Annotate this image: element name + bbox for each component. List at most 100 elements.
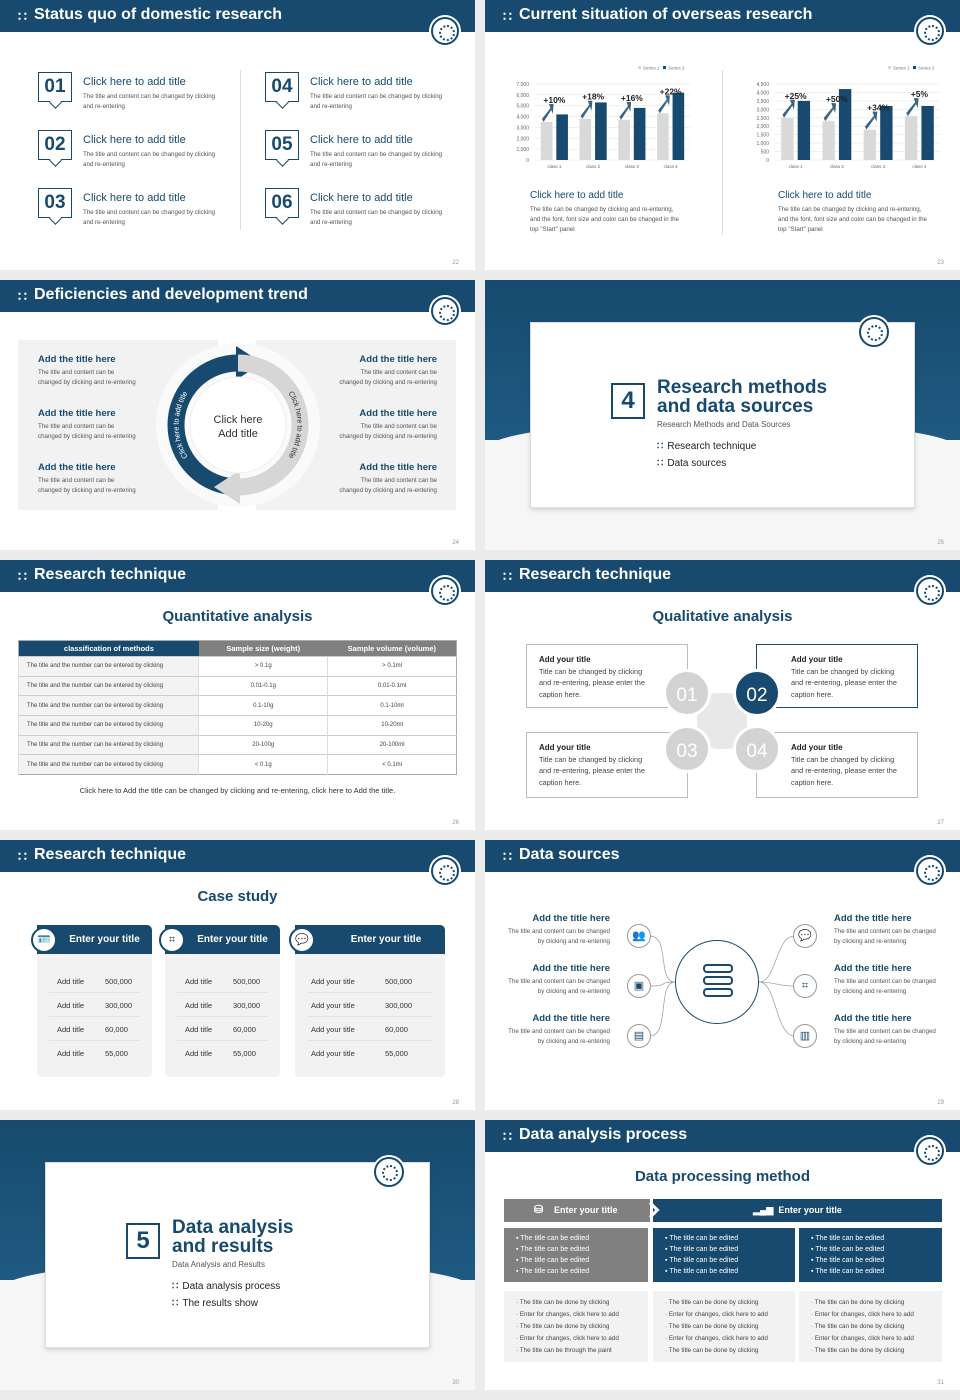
data-label: +10%	[543, 95, 565, 105]
slide-title: Research technique	[519, 566, 672, 583]
table-cell[interactable]: < 0.1ml	[327, 754, 457, 775]
section-title: Data analysis	[172, 1217, 294, 1238]
bar-series-1	[618, 119, 630, 160]
case-card[interactable]: Enter your title 💬 Add your title 500,000 Ad…	[289, 925, 445, 1077]
slide-header: ∷ Status quo of domestic research	[0, 0, 475, 32]
slide-25[interactable]: 4 Research methods and data sources Researc…	[485, 280, 960, 550]
row-divider	[307, 1016, 433, 1017]
section-bullet[interactable]: ∷ The results show	[172, 1298, 258, 1309]
caption-box[interactable]: Add your title Title can be changed by cl…	[756, 732, 918, 798]
data-label: +18%	[582, 92, 604, 102]
connector-line	[758, 981, 796, 1037]
document-icon: ▤	[627, 1024, 651, 1048]
page-number: 31	[937, 1380, 944, 1386]
table-row: The title and the number can be entered …	[17, 734, 457, 755]
table-cell[interactable]: The title and the number can be entered …	[17, 695, 199, 716]
bullet-label: The results show	[182, 1298, 258, 1309]
table-row: The title and the number can be entered …	[17, 715, 457, 736]
slide-23[interactable]: ∷ Current situation of overseas research 2…	[485, 0, 960, 270]
data-label: +5%	[911, 89, 929, 99]
bullet-text: The title can be done by clicking	[814, 1299, 905, 1306]
list-item[interactable]: 03 Click here to add title The title and c…	[38, 188, 238, 238]
dot-bullet-icon: ·	[811, 1347, 815, 1354]
dot-bullet-icon: ·	[665, 1335, 669, 1342]
y-tick-label: 1,500	[756, 133, 769, 139]
data-label: +34%	[867, 103, 889, 113]
table-cell[interactable]: 10-20g	[198, 715, 328, 736]
slide-22[interactable]: ∷ Status quo of domestic research 22 01 Clic…	[0, 0, 475, 270]
square-bullet-icon: ▪	[811, 1268, 816, 1275]
section-card: 4 Research methods and data sources Researc…	[530, 317, 915, 508]
square-bullet-icon: ▪	[516, 1257, 521, 1264]
x-tick-label: class 3	[871, 164, 886, 169]
item-title: Add the title here	[359, 462, 437, 473]
list-item[interactable]: 01 Click here to add title The title and c…	[38, 72, 238, 122]
item-body: The title and content can be changed by …	[83, 209, 216, 226]
table-cell[interactable]: The title and the number can be entered …	[17, 656, 199, 677]
top-bullet: ▪ The title can be edited	[516, 1233, 648, 1244]
row-value: 55,000	[233, 1049, 256, 1058]
section-bullet[interactable]: ∷ Data analysis process	[172, 1281, 280, 1292]
bullet-dots-icon: ∷	[657, 441, 664, 452]
page-number: 25	[937, 540, 944, 546]
table-cell[interactable]: The title and the number can be entered …	[17, 734, 199, 755]
top-bullet: ▪ The title can be edited	[516, 1266, 648, 1277]
connector-line	[758, 935, 796, 983]
server-icon	[703, 976, 733, 985]
row-divider	[307, 992, 433, 993]
slide-29[interactable]: ∷ Data sources 29 👥 Add the title here The ti…	[485, 840, 960, 1110]
table-cell[interactable]: The title and the number can be entered …	[17, 715, 199, 736]
slide-title: Status quo of domestic research	[34, 6, 283, 23]
table-cell[interactable]: 0.1-10ml	[327, 695, 457, 716]
slide-30[interactable]: 5 Data analysis and results Data Analysis a…	[0, 1120, 475, 1390]
slide-26[interactable]: ∷ Research technique 26 Quantitative analys…	[0, 560, 475, 830]
bullet-text: The title can be done by clicking	[814, 1347, 905, 1354]
y-tick-label: 4,000	[516, 115, 529, 121]
list-item[interactable]: 06 Click here to add title The title and c…	[265, 188, 465, 238]
table-cell[interactable]: The title and the number can be entered …	[17, 675, 199, 696]
list-item[interactable]: 02 Click here to add title The title and c…	[38, 130, 238, 180]
item-body: The title and content can be changed by …	[310, 93, 443, 110]
table-header-row: classification of methods Sample size (we…	[18, 640, 457, 657]
case-card[interactable]: Enter your title ⌗ Add title 500,000 Add tit…	[159, 925, 280, 1077]
table-cell[interactable]: 10-20ml	[327, 715, 457, 736]
slide-28[interactable]: ∷ Research technique 28 Case study Enter you…	[0, 840, 475, 1110]
table-cell[interactable]: 0.01-0.1ml	[327, 675, 457, 696]
y-tick-label: 2,000	[516, 136, 529, 142]
item-body: The title and content can be changed by …	[38, 477, 136, 494]
header-bar-right: ▂▄▆ Enter your title	[653, 1199, 942, 1222]
section-bullet[interactable]: ∷ Research technique	[657, 441, 756, 452]
database-icon: ⛁	[534, 1204, 544, 1216]
table-cell[interactable]: The title and the number can be entered …	[17, 754, 199, 775]
slide-24[interactable]: ∷ Deficiencies and development trend 24 Add…	[0, 280, 475, 550]
table-cell[interactable]: 20-100g	[198, 734, 328, 755]
list-item[interactable]: 05 Click here to add title The title and c…	[265, 130, 465, 180]
grid-dots-icon: ∷	[503, 1128, 512, 1144]
list-item[interactable]: 04 Click here to add title The title and c…	[265, 72, 465, 122]
item-title: Add the title here	[359, 408, 437, 419]
data-label: +50%	[826, 94, 848, 104]
square-bullet-icon: ▪	[516, 1235, 521, 1242]
slide-27[interactable]: ∷ Research technique 27 Qualitative analysi…	[485, 560, 960, 830]
y-tick-label: 3,000	[756, 107, 769, 113]
table-cell[interactable]: 20-100ml	[327, 734, 457, 755]
growth-arrow-icon	[658, 95, 670, 114]
data-label: +22%	[660, 86, 682, 96]
bar-series-1	[863, 129, 877, 160]
navy-arc	[167, 354, 239, 496]
legend-swatch	[888, 66, 891, 69]
square-bullet-icon: ▪	[811, 1257, 816, 1264]
methods-table: classification of methods Sample size (we…	[17, 640, 457, 776]
table-cell[interactable]: 0.1-10g	[198, 695, 328, 716]
section-bullet[interactable]: ∷ Data sources	[657, 458, 726, 469]
table-cell[interactable]: 0.01-0.1g	[198, 675, 328, 696]
growth-arrow-icon	[782, 99, 795, 118]
table-cell[interactable]: > 0.1ml	[327, 656, 457, 677]
table-cell[interactable]: > 0.1g	[198, 656, 328, 677]
bar-series-1	[822, 121, 835, 160]
y-tick-label: 0	[526, 158, 529, 164]
case-card[interactable]: Enter your title 🪪 Add title 500,000 Add tit…	[31, 925, 152, 1077]
table-cell[interactable]: < 0.1g	[198, 754, 328, 775]
slide-31[interactable]: ∷ Data analysis process 31 Data processing …	[485, 1120, 960, 1390]
item-title: Add the title here	[38, 408, 116, 419]
